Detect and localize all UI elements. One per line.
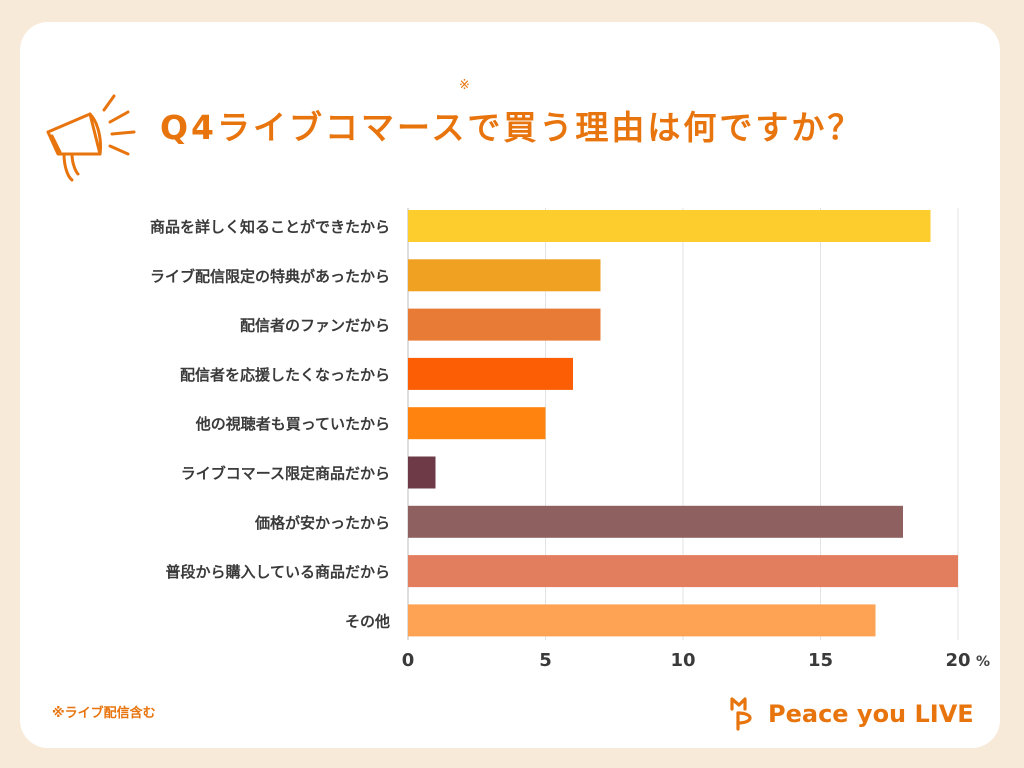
category-label-3: 配信者を応援したくなったから [180, 366, 390, 384]
bar-2 [408, 308, 601, 341]
bar-4 [408, 407, 546, 440]
x-tick-label-0: 0 [402, 650, 415, 671]
title-note: ※ [459, 78, 470, 93]
peace-you-live-logo-icon [730, 697, 752, 731]
brand-logo: Peace you LIVE [728, 695, 974, 733]
page-title: Q4ライブコマースで買う理由は何ですか？ [160, 108, 864, 147]
bar-7 [408, 555, 958, 588]
category-label-6: 価格が安かったから [254, 514, 390, 532]
footnote: ※ライブ配信含む [52, 706, 156, 721]
megaphone-icon [46, 94, 136, 182]
brand-name: Peace you LIVE [768, 700, 974, 728]
x-tick-label-5: 5 [539, 650, 552, 671]
x-tick-label-10: 10 [670, 650, 695, 671]
bar-3 [408, 357, 573, 390]
x-tick-label-20: 20 [945, 650, 970, 671]
x-axis-unit: % [976, 654, 990, 670]
category-label-4: 他の視聴者も買っていたから [195, 415, 390, 433]
category-label-0: 商品を詳しく知ることができたから [150, 218, 390, 236]
bar-0 [408, 210, 931, 242]
bar-5 [408, 456, 436, 489]
bar-8 [408, 604, 876, 637]
bar-6 [408, 505, 903, 538]
bar-1 [408, 259, 601, 292]
category-label-7: 普段から購入している商品だから [165, 563, 390, 581]
category-label-2: 配信者のファンだから [240, 317, 390, 335]
x-tick-label-15: 15 [808, 650, 833, 671]
title-container: Q4ライブコマースで買う理由は何ですか？ [160, 100, 863, 150]
category-label-8: その他 [345, 612, 390, 630]
category-label-5: ライブコマース限定商品だから [181, 465, 390, 483]
category-label-1: ライブ配信限定の特典があったから [150, 267, 390, 285]
